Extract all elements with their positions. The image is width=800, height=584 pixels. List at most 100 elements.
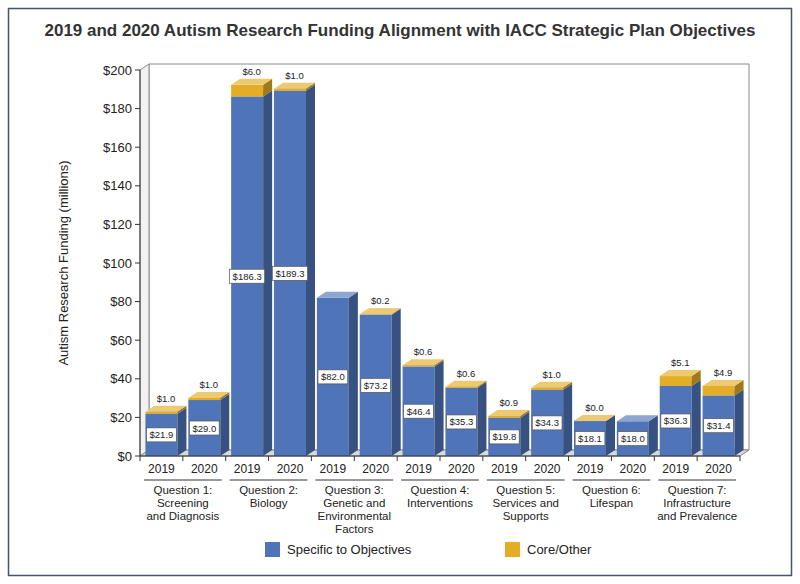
bar-segment <box>445 387 477 388</box>
bar-top <box>574 415 615 421</box>
data-label-box <box>189 421 219 435</box>
y-tick-label: $140 <box>103 178 132 193</box>
x-tick <box>568 456 569 461</box>
x-tick-label: 2019 <box>320 462 347 476</box>
y-tick-label: $180 <box>103 101 132 116</box>
data-label-box <box>618 432 648 446</box>
y-tick-label: $100 <box>103 256 132 271</box>
data-label-box <box>447 415 477 429</box>
bars <box>145 79 743 456</box>
data-label: $0.6 <box>457 368 476 379</box>
data-label-box <box>272 266 307 280</box>
group-label: Question 4:Interventions <box>407 484 473 509</box>
bar-segment <box>360 315 392 456</box>
data-label: $0.6 <box>414 346 433 357</box>
legend-swatch <box>265 542 280 557</box>
bar-segment <box>145 412 177 414</box>
data-label: $6.0 <box>242 66 261 77</box>
bar-top <box>660 370 701 376</box>
bar-top <box>445 381 486 387</box>
data-label: $4.9 <box>714 367 733 378</box>
x-tick-label: 2019 <box>148 462 175 476</box>
data-label-box <box>704 419 734 433</box>
x-tick <box>311 456 312 461</box>
group-label: Question 1:Screeningand Diagnosis <box>146 484 219 522</box>
group-label-line: Question 5: <box>496 484 555 496</box>
group-line <box>230 480 308 481</box>
y-tick-label: $40 <box>110 371 132 386</box>
group-label-line: Question 6: <box>582 484 641 496</box>
bar-segment <box>531 390 563 456</box>
bar-segment <box>188 398 220 400</box>
x-tick-label: 2019 <box>662 462 689 476</box>
bar-side <box>349 292 358 456</box>
x-tick <box>354 456 355 461</box>
x-tick <box>525 456 526 461</box>
group-line <box>144 480 222 481</box>
x-tick-label: 2020 <box>705 462 732 476</box>
bar-side <box>477 382 486 456</box>
data-label-box <box>532 416 562 430</box>
y-tick <box>135 340 140 341</box>
group-label-line: Question 7: <box>668 484 727 496</box>
data-label: $0.2 <box>371 295 390 306</box>
bar-top <box>360 309 401 315</box>
bar-top <box>488 410 529 416</box>
bar-segment <box>231 96 263 456</box>
group-label: Question 3:Genetic andEnvironmentalFacto… <box>318 484 392 535</box>
group-label-line: Question 3: <box>325 484 384 496</box>
group-label-line: Environmental <box>318 510 392 522</box>
bar-segment <box>617 421 649 456</box>
x-tick-label: 2019 <box>491 462 518 476</box>
group-label: Question 6:Lifespan <box>582 484 641 509</box>
bar-top <box>574 415 615 421</box>
y-tick-label: $60 <box>110 333 132 348</box>
side-wall <box>140 64 149 456</box>
x-tick-label: 2020 <box>620 462 647 476</box>
data-label: $5.1 <box>671 357 690 368</box>
y-tick-label: $200 <box>103 63 132 78</box>
x-tick-label: 2020 <box>277 462 304 476</box>
group-label: Question 7:Infrastructureand Prevalence <box>657 484 737 522</box>
group-label-line: Screening <box>157 497 209 509</box>
bar-segment <box>145 414 177 456</box>
bar-segment <box>488 416 520 418</box>
bar-segment <box>660 376 692 386</box>
bar-side <box>220 394 229 456</box>
data-label-box <box>361 378 391 392</box>
group-label: Question 5:Services andSupports <box>492 484 558 522</box>
y-tick-label: $120 <box>103 217 132 232</box>
group-line <box>487 480 565 481</box>
bar-top <box>231 79 272 85</box>
bar-segment <box>188 400 220 456</box>
x-tick <box>440 456 441 461</box>
group-label-line: and Prevalence <box>657 510 737 522</box>
group-label-line: and Diagnosis <box>146 510 219 522</box>
group-label-line: Genetic and <box>323 497 385 509</box>
y-axis-label: Autism Research Funding (millions) <box>56 160 71 365</box>
bar-top <box>145 406 186 412</box>
bar-segment <box>403 365 435 366</box>
y-tick-label: $80 <box>110 294 132 309</box>
data-label: $46.4 <box>407 406 431 417</box>
group-line <box>315 480 393 481</box>
bar-side <box>177 408 186 456</box>
legend-swatch <box>505 542 520 557</box>
x-tick-label: 2020 <box>534 462 561 476</box>
bar-side <box>649 415 658 456</box>
data-label: $0.9 <box>500 397 519 408</box>
y-tick-label: $160 <box>103 140 132 155</box>
bar-segment <box>274 91 306 456</box>
group-line <box>401 480 479 481</box>
bar-side <box>435 360 444 456</box>
x-tick <box>225 456 226 461</box>
group-line <box>573 480 651 481</box>
bar-top <box>703 380 744 386</box>
data-label-box <box>661 414 691 428</box>
group-label-line: Infrastructure <box>663 497 731 509</box>
x-tick-label: 2019 <box>577 462 604 476</box>
data-label: $189.3 <box>275 268 304 279</box>
bar-segment <box>531 388 563 390</box>
title: 2019 and 2020 Autism Research Funding Al… <box>44 21 755 40</box>
x-tick <box>397 456 398 461</box>
